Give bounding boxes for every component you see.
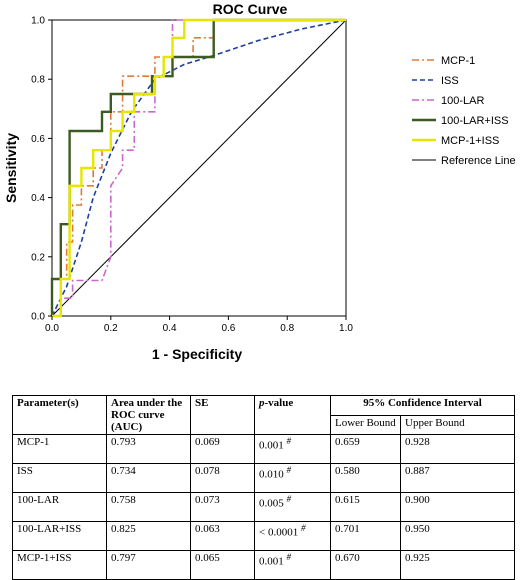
header-se: SE bbox=[190, 395, 255, 435]
results-table: Parameter(s) Area under the ROC curve (A… bbox=[12, 395, 516, 580]
cell-p-number: < 0.0001 bbox=[259, 526, 299, 539]
cell-se: 0.063 bbox=[190, 521, 255, 551]
cell-p-number: 0.001 bbox=[259, 555, 284, 568]
table-row: MCP-1 0.793 0.069 0.001 # 0.659 0.928 bbox=[12, 434, 516, 464]
header-parameter: Parameter(s) bbox=[12, 395, 107, 435]
x-axis-label: 1 - Specificity bbox=[152, 346, 242, 362]
cell-parameter: 100-LAR bbox=[12, 492, 107, 522]
cell-lower: 0.701 bbox=[330, 521, 401, 551]
cell-upper: 0.928 bbox=[399, 434, 516, 464]
series-line-iss bbox=[51, 19, 347, 317]
x-tick-label: 1.0 bbox=[339, 323, 353, 334]
cell-p-mark: # bbox=[286, 494, 292, 504]
y-axis-label: Sensitivity bbox=[3, 133, 19, 203]
cell-lower: 0.659 bbox=[330, 434, 401, 464]
x-tick-label: 0.4 bbox=[163, 323, 177, 334]
cell-parameter: 100-LAR+ISS bbox=[12, 521, 107, 551]
table-row: 100-LAR+ISS 0.825 0.063 < 0.0001 # 0.701… bbox=[12, 521, 516, 551]
cell-p-mark: # bbox=[286, 465, 292, 475]
x-tick-label: 0.2 bbox=[104, 323, 118, 334]
cell-auc: 0.825 bbox=[106, 521, 191, 551]
header-lower-bound: Lower Bound bbox=[330, 414, 401, 435]
cell-p-value: 0.001 # bbox=[254, 550, 331, 580]
legend: MCP-1 ISS 100-LAR 100-LAR+ISS MCP-1+ISS Refer… bbox=[412, 55, 516, 167]
cell-se: 0.069 bbox=[190, 434, 255, 464]
series-line-mcp-1 bbox=[52, 19, 346, 317]
cell-parameter: MCP-1+ISS bbox=[12, 550, 107, 580]
cell-p-value: 0.005 # bbox=[254, 492, 331, 522]
y-tick-label: 0.0 bbox=[31, 312, 45, 323]
series-line-reference-line bbox=[51, 19, 347, 317]
table-row: ISS 0.734 0.078 0.010 # 0.580 0.887 bbox=[12, 463, 516, 493]
cell-p-mark: # bbox=[286, 552, 292, 562]
series-line-100-lar-iss bbox=[50, 18, 346, 316]
cell-p-number: 0.010 bbox=[259, 468, 284, 481]
x-tick-label: 0.0 bbox=[45, 323, 59, 334]
legend-label: MCP-1 bbox=[441, 55, 475, 67]
cell-lower: 0.670 bbox=[330, 550, 401, 580]
plot-area bbox=[50, 18, 347, 318]
header-p-rest: -value bbox=[264, 397, 294, 409]
y-tick-label: 0.4 bbox=[31, 193, 45, 204]
cell-se: 0.073 bbox=[190, 492, 255, 522]
y-tick-label: 0.2 bbox=[31, 252, 45, 263]
chart-title: ROC Curve bbox=[213, 1, 288, 17]
header-p-italic: p bbox=[259, 397, 265, 409]
cell-p-mark: # bbox=[286, 436, 292, 446]
cell-se: 0.065 bbox=[190, 550, 255, 580]
header-upper-bound: Upper Bound bbox=[399, 414, 516, 435]
cell-lower: 0.615 bbox=[330, 492, 401, 522]
table-row: MCP-1+ISS 0.797 0.065 0.001 # 0.670 0.92… bbox=[12, 550, 516, 580]
cell-upper: 0.950 bbox=[399, 521, 516, 551]
cell-auc: 0.793 bbox=[106, 434, 191, 464]
x-tick-label: 0.6 bbox=[221, 323, 235, 334]
cell-lower: 0.580 bbox=[330, 463, 401, 493]
legend-label: 100-LAR+ISS bbox=[441, 115, 509, 127]
cell-upper: 0.900 bbox=[399, 492, 516, 522]
y-axis-ticks: 0.0 0.2 0.4 0.6 0.8 1.0 bbox=[31, 16, 52, 323]
table-row: 100-LAR 0.758 0.073 0.005 # 0.615 0.900 bbox=[12, 492, 516, 522]
header-p-value: p-value bbox=[254, 395, 331, 435]
legend-label: Reference Line bbox=[441, 155, 516, 167]
series-line-mcp-1-iss bbox=[52, 18, 346, 318]
cell-p-value: 0.010 # bbox=[254, 463, 331, 493]
legend-label: MCP-1+ISS bbox=[441, 135, 499, 147]
cell-parameter: MCP-1 bbox=[12, 434, 107, 464]
x-tick-label: 0.8 bbox=[280, 323, 294, 334]
cell-p-number: 0.005 bbox=[259, 497, 284, 510]
cell-parameter: ISS bbox=[12, 463, 107, 493]
cell-p-value: < 0.0001 # bbox=[254, 521, 331, 551]
cell-upper: 0.887 bbox=[399, 463, 516, 493]
cell-auc: 0.734 bbox=[106, 463, 191, 493]
cell-auc: 0.758 bbox=[106, 492, 191, 522]
header-auc: Area under the ROC curve (AUC) bbox=[106, 395, 191, 435]
y-tick-label: 1.0 bbox=[31, 16, 45, 27]
y-tick-label: 0.8 bbox=[31, 75, 45, 86]
cell-auc: 0.797 bbox=[106, 550, 191, 580]
x-axis-ticks: 0.0 0.2 0.4 0.6 0.8 1.0 bbox=[45, 316, 353, 334]
cell-p-mark: # bbox=[300, 523, 306, 533]
cell-upper: 0.925 bbox=[399, 550, 516, 580]
roc-chart: ROC Curve 0.0 0.2 0.4 0.6 0.8 1.0 0.00.20.40.… bbox=[3, 1, 516, 362]
y-tick-label: 0.6 bbox=[31, 134, 45, 145]
table-header-row: Parameter(s) Area under the ROC curve (A… bbox=[12, 395, 516, 435]
header-ci: 95% Confidence Interval bbox=[329, 395, 516, 416]
cell-p-value: 0.001 # bbox=[254, 434, 331, 464]
legend-label: 100-LAR bbox=[441, 95, 484, 107]
cell-se: 0.078 bbox=[190, 463, 255, 493]
cell-p-number: 0.001 bbox=[259, 439, 284, 452]
legend-label: ISS bbox=[441, 75, 459, 87]
